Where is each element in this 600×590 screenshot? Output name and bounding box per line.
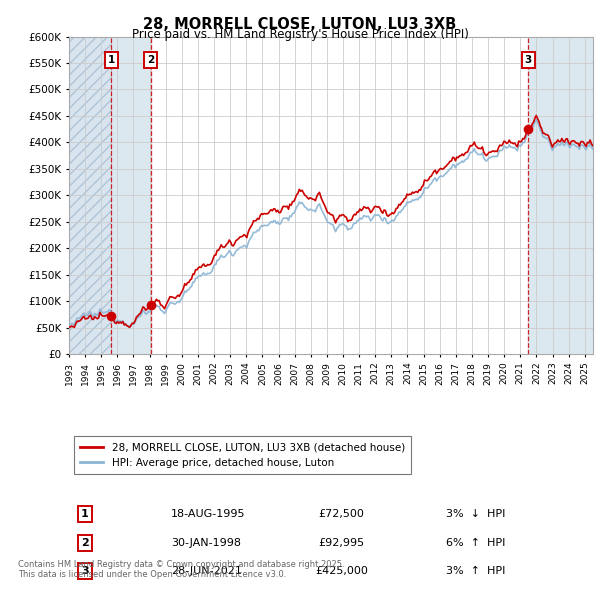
Text: 6%  ↑  HPI: 6% ↑ HPI xyxy=(446,538,506,548)
Text: 1: 1 xyxy=(81,509,89,519)
Text: £92,995: £92,995 xyxy=(319,538,364,548)
Text: 28-JUN-2021: 28-JUN-2021 xyxy=(171,566,242,576)
Text: £72,500: £72,500 xyxy=(319,509,364,519)
Text: Price paid vs. HM Land Registry's House Price Index (HPI): Price paid vs. HM Land Registry's House … xyxy=(131,28,469,41)
Bar xyxy=(528,37,593,354)
Text: 3%  ↑  HPI: 3% ↑ HPI xyxy=(446,566,506,576)
Text: 28, MORRELL CLOSE, LUTON, LU3 3XB: 28, MORRELL CLOSE, LUTON, LU3 3XB xyxy=(143,17,457,31)
Text: 1: 1 xyxy=(108,55,115,65)
Text: 2: 2 xyxy=(147,55,154,65)
Bar xyxy=(69,37,112,354)
Text: 2: 2 xyxy=(81,538,89,548)
Bar xyxy=(112,37,151,354)
Text: £425,000: £425,000 xyxy=(315,566,368,576)
Text: 3: 3 xyxy=(524,55,532,65)
Text: 18-AUG-1995: 18-AUG-1995 xyxy=(171,509,245,519)
Text: 3: 3 xyxy=(81,566,89,576)
Text: 30-JAN-1998: 30-JAN-1998 xyxy=(171,538,241,548)
Text: Contains HM Land Registry data © Crown copyright and database right 2025.
This d: Contains HM Land Registry data © Crown c… xyxy=(18,560,344,579)
Legend: 28, MORRELL CLOSE, LUTON, LU3 3XB (detached house), HPI: Average price, detached: 28, MORRELL CLOSE, LUTON, LU3 3XB (detac… xyxy=(74,437,411,474)
Bar xyxy=(69,37,112,354)
Text: 3%  ↓  HPI: 3% ↓ HPI xyxy=(446,509,506,519)
